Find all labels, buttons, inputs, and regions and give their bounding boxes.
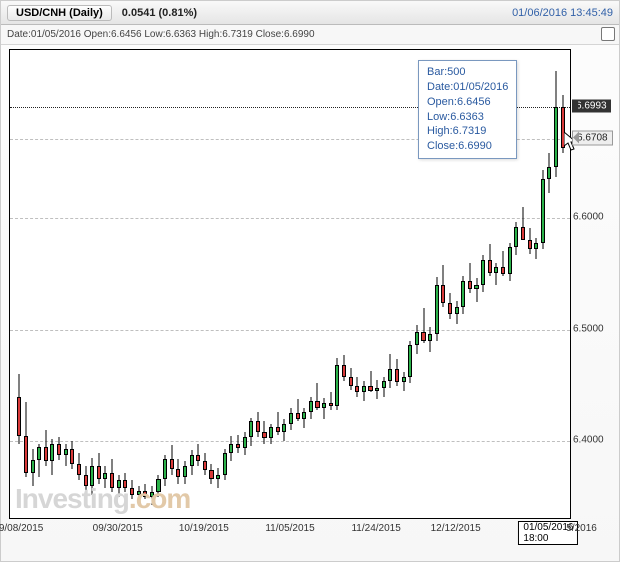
ohlc-low: 6.6363 <box>166 29 197 40</box>
y-axis: 6.4000 6.5000 6.6000 <box>573 49 617 519</box>
chart-window: USD/CNH (Daily) 0.0541 (0.81%) 01/06/201… <box>0 0 620 562</box>
x-tick-label: 09/30/2015 <box>93 523 143 534</box>
y-tick-label: 6.4000 <box>573 435 604 446</box>
restore-icon[interactable] <box>601 27 615 41</box>
chart-area[interactable]: Bar:500Date:01/05/2016Open:6.6456Low:6.6… <box>1 45 619 543</box>
price-tag: 6.6993 <box>572 100 611 113</box>
ohlc-high-label: High: <box>199 29 222 40</box>
x-tick-label: 12/12/2015 <box>431 523 481 534</box>
ohlc-low-label: Low: <box>144 29 165 40</box>
bar-tooltip: Bar:500Date:01/05/2016Open:6.6456Low:6.6… <box>418 60 517 159</box>
x-tick-label: 11/05/2015 <box>265 523 314 534</box>
ohlc-summary: Date:01/05/2016 Open:6.6456 Low:6.6363 H… <box>1 25 619 45</box>
y-tick-label: 6.6000 <box>573 211 604 222</box>
ohlc-date: 01/05/2016 <box>31 29 81 40</box>
ohlc-close: 6.6990 <box>284 29 315 40</box>
ohlc-open: 6.6456 <box>111 29 142 40</box>
timestamp: 01/06/2016 13:45:49 <box>512 7 613 19</box>
x-axis: 09/08/201509/30/201510/19/201511/05/2015… <box>9 521 571 539</box>
ohlc-open-label: Open: <box>84 29 111 40</box>
x-tick-label: 5/2016 <box>566 523 597 534</box>
x-tick-label: 11/24/2015 <box>351 523 400 534</box>
price-tag: 6.6708 <box>572 130 613 145</box>
ohlc-high: 6.7319 <box>222 29 253 40</box>
price-change: 0.0541 (0.81%) <box>122 7 197 19</box>
ohlc-date-label: Date: <box>7 29 31 40</box>
ohlc-close-label: Close: <box>256 29 284 40</box>
header-bar: USD/CNH (Daily) 0.0541 (0.81%) 01/06/201… <box>1 1 619 25</box>
y-tick-label: 6.5000 <box>573 323 604 334</box>
x-tick-label: 10/19/2015 <box>179 523 229 534</box>
instrument-title: USD/CNH (Daily) <box>7 5 112 21</box>
plot-region[interactable]: Bar:500Date:01/05/2016Open:6.6456Low:6.6… <box>9 49 571 519</box>
x-tick-label: 09/08/2015 <box>0 523 43 534</box>
